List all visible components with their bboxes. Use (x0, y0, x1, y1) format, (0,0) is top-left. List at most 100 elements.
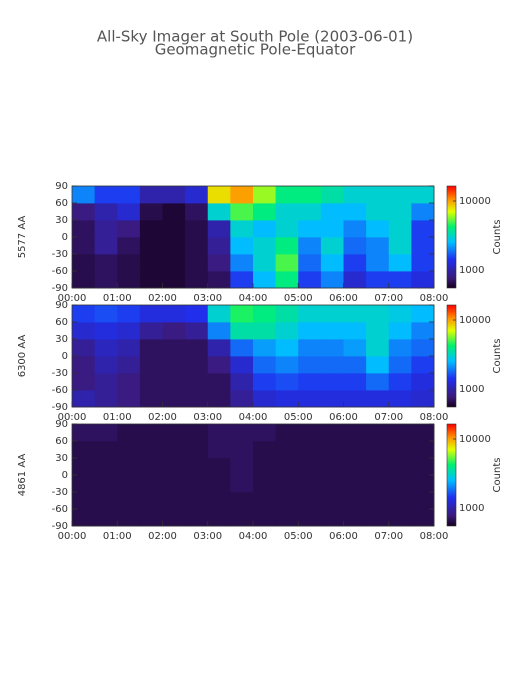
heatmap-cell (343, 390, 367, 408)
heatmap-cell (411, 458, 435, 476)
heatmap-cell (388, 509, 412, 527)
heatmap-cell (343, 203, 367, 221)
heatmap-cell (298, 458, 322, 476)
heatmap-cell (230, 339, 254, 357)
y-tick-label: 60 (55, 198, 68, 209)
heatmap-cell (343, 271, 367, 289)
heatmap-cell (72, 271, 96, 289)
heatmap-cell (343, 424, 367, 442)
heatmap-cell (320, 373, 344, 391)
heatmap-cell (207, 441, 231, 459)
heatmap-cell (207, 186, 231, 204)
heatmap-cell (162, 373, 186, 391)
heatmap-cell (207, 237, 231, 255)
heatmap-cell (320, 424, 344, 442)
heatmap-cell (343, 441, 367, 459)
heatmap-cell (388, 458, 412, 476)
heatmap-cell (117, 390, 141, 408)
heatmap-cell (320, 237, 344, 255)
heatmap-cell (185, 220, 209, 238)
heatmap-cell (366, 220, 390, 238)
heatmap-cell (230, 509, 254, 527)
colorbar (446, 185, 457, 289)
heatmap-cell (411, 220, 435, 238)
heatmap-cell (94, 441, 118, 459)
heatmap-cell (72, 305, 96, 323)
heatmap-cell (275, 390, 299, 408)
heatmap-cell (298, 305, 322, 323)
y-tick-label: 90 (55, 300, 68, 311)
x-tick-label: 03:00 (193, 412, 222, 423)
heatmap-cell (388, 492, 412, 510)
heatmap-cell (94, 458, 118, 476)
heatmap-cell (162, 509, 186, 527)
heatmap-cell (230, 186, 254, 204)
heatmap-cell (343, 475, 367, 493)
heatmap-cell (139, 203, 163, 221)
heatmap-cell (343, 237, 367, 255)
y-tick-label: 30 (55, 453, 68, 464)
heatmap-cell (411, 356, 435, 374)
heatmap-cell (366, 322, 390, 340)
heatmap-cell (275, 458, 299, 476)
heatmap-cell (298, 271, 322, 289)
heatmap-cell (162, 237, 186, 255)
colorbar-tick-label: 1000 (459, 503, 484, 514)
heatmap-cell (298, 186, 322, 204)
x-tick-label: 05:00 (284, 531, 313, 542)
heatmap-cell (320, 322, 344, 340)
heatmap-cell (388, 475, 412, 493)
heatmap-cell (162, 441, 186, 459)
heatmap-cell (298, 339, 322, 357)
heatmap-cell (411, 373, 435, 391)
heatmap-cell (343, 254, 367, 272)
x-tick-label: 06:00 (329, 412, 358, 423)
heatmap-cell (207, 339, 231, 357)
x-tick-label: 00:00 (58, 531, 87, 542)
heatmap-cell (366, 254, 390, 272)
heatmap-cell (139, 492, 163, 510)
heatmap-cell (411, 441, 435, 459)
heatmap-cell (94, 356, 118, 374)
heatmap-cell (275, 271, 299, 289)
y-tick-label: 60 (55, 317, 68, 328)
heatmap-cell (185, 339, 209, 357)
heatmap-cell (388, 254, 412, 272)
heatmap-cell (117, 220, 141, 238)
heatmap-cell (117, 186, 141, 204)
heatmap-cell (207, 356, 231, 374)
heatmap-cell (139, 356, 163, 374)
heatmap-cell (94, 237, 118, 255)
colorbar-tick-label: 1000 (459, 265, 484, 276)
heatmap-cell (388, 390, 412, 408)
heatmap-cell (207, 509, 231, 527)
heatmap-cell (298, 254, 322, 272)
heatmap-cell (275, 186, 299, 204)
x-tick-label: 06:00 (329, 531, 358, 542)
x-tick-label: 08:00 (420, 293, 449, 304)
heatmap-cell (275, 339, 299, 357)
heatmap-cell (185, 186, 209, 204)
heatmap-cell (298, 509, 322, 527)
heatmap-cell (162, 254, 186, 272)
y-tick-label: -30 (52, 487, 68, 498)
y-tick-label: 0 (62, 351, 68, 362)
heatmap-cell (388, 356, 412, 374)
heatmap-cell (162, 458, 186, 476)
heatmap-cell (139, 424, 163, 442)
heatmap-cell (366, 339, 390, 357)
y-tick-label: 30 (55, 215, 68, 226)
heatmap-cell (343, 458, 367, 476)
heatmap-cell (72, 220, 96, 238)
heatmap-cell (207, 305, 231, 323)
heatmap-cell (207, 322, 231, 340)
heatmap-cell (72, 254, 96, 272)
heatmap-cell (185, 203, 209, 221)
heatmap-cell (275, 305, 299, 323)
heatmap-cell (320, 186, 344, 204)
y-tick-label: -30 (52, 249, 68, 260)
colorbar-tick-label: 10000 (459, 434, 491, 445)
colorbar-label: Counts (492, 458, 503, 493)
x-tick-label: 07:00 (374, 412, 403, 423)
